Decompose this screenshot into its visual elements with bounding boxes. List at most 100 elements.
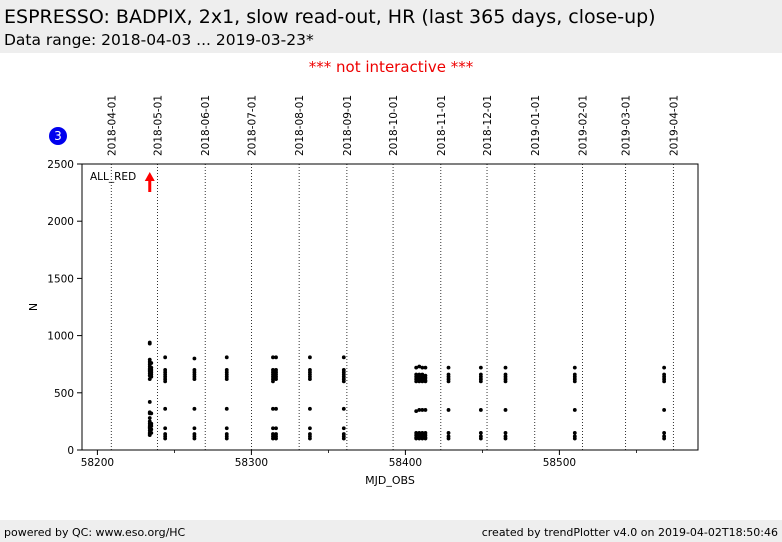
data-point — [308, 406, 312, 411]
data-point — [414, 365, 419, 370]
data-point — [271, 436, 275, 441]
footer-credit: powered by QC: www.eso.org/HC — [4, 526, 186, 539]
data-points — [147, 340, 667, 441]
data-point — [308, 355, 312, 360]
data-point — [572, 408, 577, 412]
data-point — [423, 408, 428, 412]
data-point — [446, 436, 451, 441]
all-red-arrow-head — [144, 172, 155, 181]
date-marker-label: 2018-12-01 — [482, 95, 494, 156]
data-point — [149, 361, 154, 365]
data-point — [274, 377, 278, 381]
footer-bar: powered by QC: www.eso.org/HC created by… — [0, 520, 782, 542]
data-point — [341, 436, 346, 441]
data-point — [414, 409, 419, 414]
data-point — [192, 436, 197, 441]
data-point — [163, 426, 168, 431]
date-marker-label: 2018-06-01 — [200, 95, 212, 156]
data-point — [271, 379, 275, 384]
data-point — [478, 379, 483, 384]
data-point — [662, 436, 667, 441]
y-tick-label: 2500 — [47, 159, 74, 171]
data-point — [163, 355, 168, 360]
data-point — [149, 424, 154, 428]
data-point — [414, 436, 419, 441]
data-point — [147, 416, 152, 420]
data-point — [417, 364, 422, 369]
axes: 58200 58300 58400 58500 0 500 1000 1500 2000 2500 — [47, 159, 637, 469]
y-tick-label: 1500 — [47, 273, 74, 285]
data-point — [478, 436, 483, 441]
data-point — [446, 379, 451, 384]
data-point — [224, 377, 229, 381]
data-point — [274, 406, 278, 411]
x-tick-label: 58200 — [81, 457, 114, 469]
data-point — [149, 430, 154, 435]
date-markers: 2018-04-01 2018-05-01 2018-06-01 2018-07-01… — [106, 95, 680, 450]
data-point — [163, 379, 168, 384]
data-point — [163, 406, 168, 411]
annotation-layer: ALL_RED — [90, 171, 155, 192]
x-tick-label: 58400 — [389, 457, 422, 469]
data-point — [341, 406, 346, 411]
data-point — [503, 365, 508, 370]
header-bar: ESPRESSO: BADPIX, 2x1, slow read-out, HR… — [0, 0, 782, 53]
data-point — [478, 430, 483, 435]
data-point — [271, 426, 275, 431]
data-point — [420, 365, 425, 370]
badge-circle — [49, 127, 67, 145]
data-point — [503, 408, 508, 412]
data-point — [417, 408, 422, 412]
data-point — [274, 426, 278, 431]
data-point — [224, 355, 229, 360]
x-axis-label: MJD_OBS — [365, 474, 415, 487]
date-marker-label: 2019-03-01 — [621, 95, 633, 156]
y-tick-label: 2000 — [47, 216, 74, 228]
data-point — [446, 408, 451, 412]
y-tick-label: 0 — [67, 445, 74, 457]
data-point — [341, 379, 346, 384]
data-point — [274, 355, 278, 360]
x-tick-label: 58300 — [235, 457, 268, 469]
data-point — [662, 379, 667, 384]
data-point — [308, 436, 312, 441]
data-point — [446, 365, 451, 370]
data-point — [192, 426, 197, 431]
page-title: ESPRESSO: BADPIX, 2x1, slow read-out, HR… — [4, 6, 656, 28]
y-tick-label: 1000 — [47, 331, 74, 343]
date-marker-label: 2018-07-01 — [246, 95, 258, 156]
data-point — [341, 426, 346, 431]
date-marker-label: 2019-02-01 — [578, 95, 590, 156]
data-point — [420, 436, 425, 441]
data-point — [420, 379, 425, 384]
data-point — [149, 427, 154, 432]
data-point — [308, 426, 312, 431]
data-point — [149, 374, 154, 379]
data-point — [163, 436, 168, 441]
data-point — [149, 411, 154, 416]
data-point — [414, 379, 419, 384]
data-point — [572, 379, 577, 384]
data-point — [662, 408, 667, 412]
date-marker-label: 2018-08-01 — [294, 95, 306, 156]
date-marker-label: 2019-04-01 — [668, 95, 680, 156]
data-point — [572, 365, 577, 370]
data-range-subtitle: Data range: 2018-04-03 ... 2019-03-23* — [4, 31, 314, 49]
data-point — [423, 379, 428, 384]
date-marker-label: 2018-09-01 — [342, 95, 354, 156]
data-point — [308, 377, 312, 381]
data-point — [271, 355, 275, 360]
data-point — [503, 379, 508, 384]
badge-label: 3 — [54, 129, 62, 143]
footer-timestamp: created by trendPlotter v4.0 on 2019-04-… — [481, 526, 778, 539]
data-point — [192, 356, 197, 361]
data-point — [423, 365, 428, 370]
y-axis-label: N — [27, 303, 40, 311]
data-point — [478, 408, 483, 412]
data-point — [662, 430, 667, 435]
all-red-annotation: ALL_RED — [90, 171, 136, 183]
data-point — [224, 436, 229, 441]
data-point — [662, 365, 667, 370]
data-point — [503, 436, 508, 441]
